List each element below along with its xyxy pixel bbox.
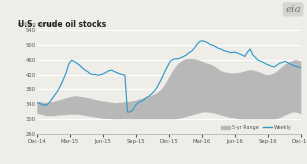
Text: million barrels: million barrels — [18, 22, 56, 27]
Text: eia: eia — [285, 5, 301, 14]
Text: U.S. crude oil stocks: U.S. crude oil stocks — [18, 20, 107, 29]
Legend: 5-yr Range, Weekly: 5-yr Range, Weekly — [220, 123, 293, 132]
